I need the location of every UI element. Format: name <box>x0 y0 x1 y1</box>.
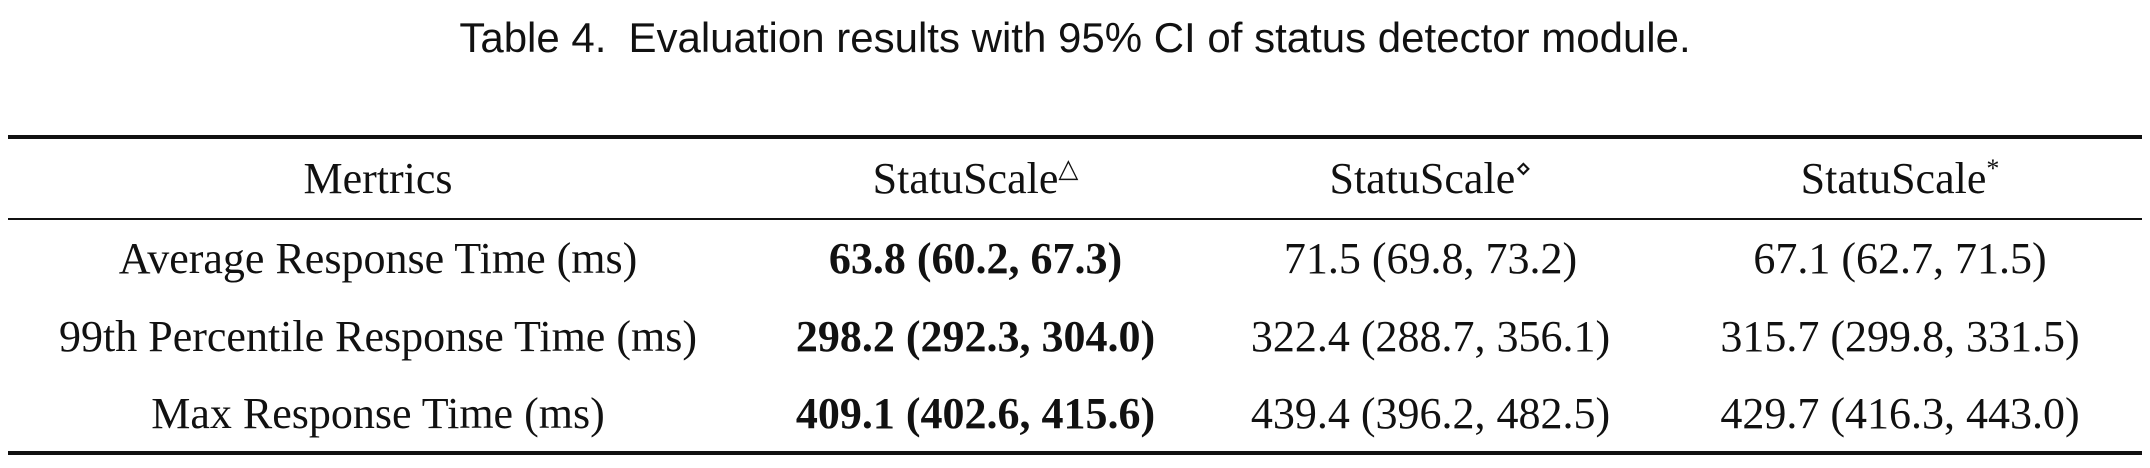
cell-value: 439.4 (396.2, 482.5) <box>1203 375 1658 455</box>
table-caption-text: Evaluation results with 95% CI of status… <box>628 14 1691 61</box>
header-metrics-label: Mertrics <box>303 154 453 203</box>
results-table: Mertrics StatuScale△ StatuScale⋄ StatuSc… <box>8 135 2142 455</box>
row-metric-label: Max Response Time (ms) <box>8 375 748 455</box>
header-label: StatuScale <box>1800 154 1987 203</box>
table-header: Mertrics StatuScale△ StatuScale⋄ StatuSc… <box>8 137 2142 220</box>
cell-best-value: 409.1 (402.6, 415.6) <box>748 375 1203 455</box>
table-row: Average Response Time (ms) 63.8 (60.2, 6… <box>8 219 2142 297</box>
header-superscript: ⋄ <box>1515 154 1532 183</box>
header-superscript: * <box>1986 154 2000 183</box>
cell-value: 429.7 (416.3, 443.0) <box>1658 375 2142 455</box>
table-caption-label: Table 4. <box>459 14 607 61</box>
header-label: StatuScale <box>1329 154 1516 203</box>
header-superscript: △ <box>1058 154 1079 183</box>
header-statuscale-diamond: StatuScale⋄ <box>1203 137 1658 220</box>
table-row: Max Response Time (ms) 409.1 (402.6, 415… <box>8 375 2142 455</box>
header-metrics: Mertrics <box>8 137 748 220</box>
cell-best-value: 298.2 (292.3, 304.0) <box>795 311 1156 361</box>
cell-value: 71.5 (69.8, 73.2) <box>1283 234 1578 283</box>
table-body: Average Response Time (ms) 63.8 (60.2, 6… <box>8 219 2142 455</box>
cell-value: 322.4 (288.7, 356.1) <box>1250 311 1611 361</box>
cell-best-value: 63.8 (60.2, 67.3) <box>828 234 1123 283</box>
cell-value: 315.7 (299.8, 331.5) <box>1720 311 2080 361</box>
header-statuscale-star: StatuScale* <box>1658 137 2142 220</box>
header-row: Mertrics StatuScale△ StatuScale⋄ StatuSc… <box>8 137 2142 220</box>
table-caption: Table 4. Evaluation results with 95% CI o… <box>0 8 2150 68</box>
cell-value: 67.1 (62.7, 71.5) <box>1753 234 2047 283</box>
table-row: 99th Percentile Response Time (ms) 298.2… <box>8 297 2142 375</box>
row-metric-label: 99th Percentile Response Time (ms) <box>59 311 697 361</box>
header-statuscale-triangle: StatuScale△ <box>748 137 1203 220</box>
header-label: StatuScale <box>872 154 1059 203</box>
row-metric-label: Average Response Time (ms) <box>118 234 638 283</box>
